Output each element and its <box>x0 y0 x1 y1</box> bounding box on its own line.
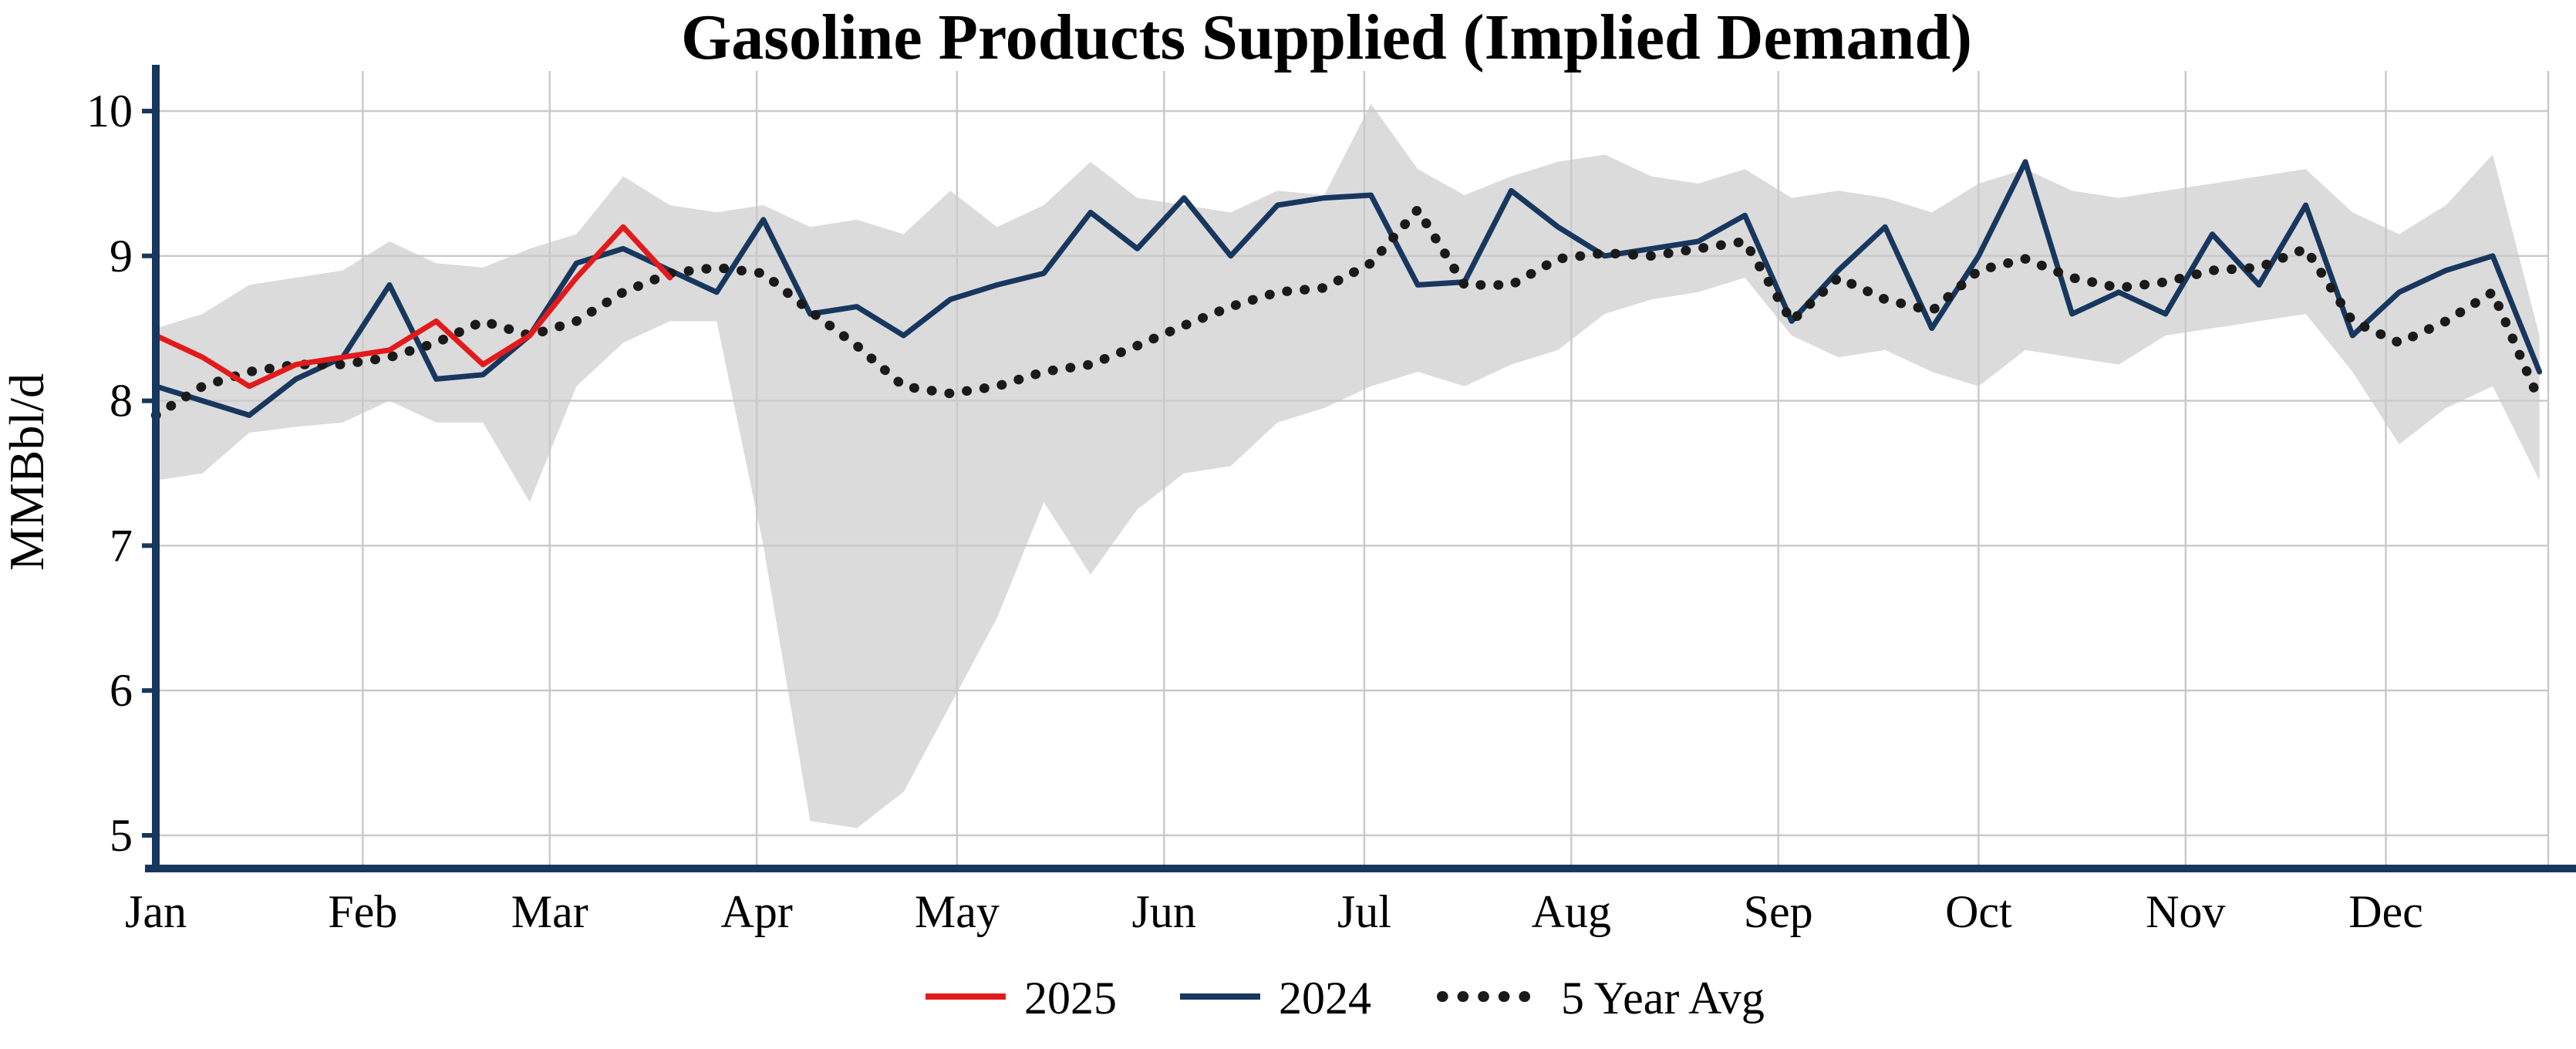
y-tick-label: 6 <box>110 665 133 716</box>
range-band-polygon <box>156 103 2540 828</box>
y-tick-label: 7 <box>110 520 133 571</box>
x-tick-label: Mar <box>511 886 588 937</box>
y-tick-label: 5 <box>110 810 133 861</box>
x-tick-label: Jul <box>1337 886 1391 937</box>
x-tick-label: May <box>915 886 1000 937</box>
line-2024 <box>153 159 2543 418</box>
x-tick-label: Sep <box>1744 886 1813 937</box>
y-tick-label: 8 <box>110 376 133 427</box>
chart-title: Gasoline Products Supplied (Implied Dema… <box>681 2 1972 73</box>
data-series <box>150 159 2544 420</box>
five-year-range-band <box>156 103 2540 828</box>
legend-label-5yr-avg: 5 Year Avg <box>1561 973 1765 1024</box>
x-tick-label: Apr <box>720 886 792 937</box>
x-tick-label: Dec <box>2348 886 2423 937</box>
line-5-year-avg <box>150 204 2544 420</box>
x-tick-label: Oct <box>1945 886 2012 937</box>
y-axis-label: MMBbl/d <box>0 373 54 571</box>
grid-lines <box>156 71 2550 869</box>
legend-label-2025: 2025 <box>1024 973 1117 1024</box>
tick-labels: 5 6 7 8 9 10 Jan Feb Mar Apr May Jun Jul Aug Sep Oct Nov… <box>86 86 2423 937</box>
axes <box>142 65 2576 872</box>
x-tick-label: Nov <box>2146 886 2225 937</box>
legend-label-2024: 2024 <box>1279 973 1371 1024</box>
legend: 2025 2024 5 Year Avg <box>926 973 1765 1024</box>
line-2025 <box>153 224 673 390</box>
x-tick-label: Feb <box>328 886 397 937</box>
y-tick-label: 10 <box>86 86 133 137</box>
x-tick-label: Jan <box>125 886 187 937</box>
y-tick-label: 9 <box>110 231 133 282</box>
x-tick-label: Jun <box>1132 886 1196 937</box>
x-tick-label: Aug <box>1532 886 1611 937</box>
